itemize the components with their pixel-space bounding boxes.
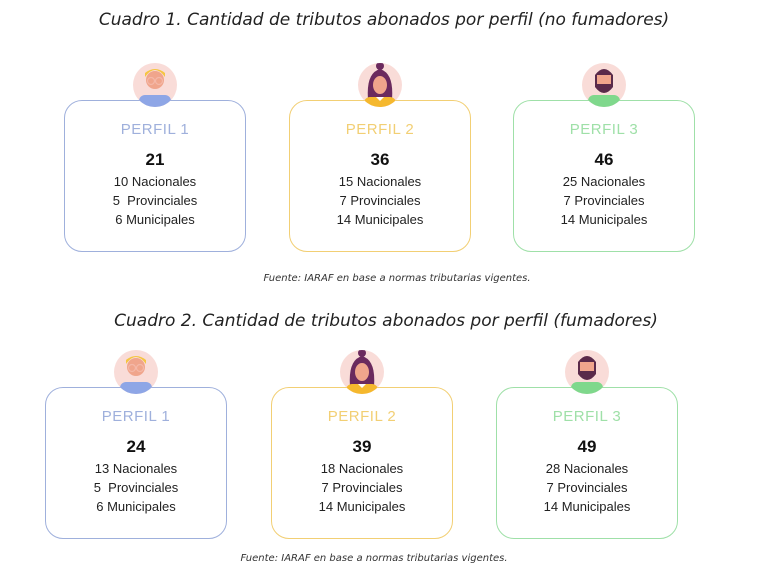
profile-card: PERFIL 1 24 13 Nacionales 5 Provinciales 6… <box>45 350 227 539</box>
profile-name: PERFIL 1 <box>101 408 171 425</box>
table-title: Cuadro 2. Cantidad de tributos abonados … <box>114 311 658 331</box>
profile-name: PERFIL 2 <box>327 408 397 425</box>
profile-name: PERFIL 3 <box>569 121 639 138</box>
profile-card: PERFIL 3 46 25 Nacionales 7 Provinciales 1… <box>513 63 695 252</box>
tax-line: 6 Municipales <box>96 499 176 514</box>
tax-line: 18 Nacionales <box>320 461 404 476</box>
profile-total: 39 <box>352 437 372 456</box>
source-note: Fuente: IARAF en base a normas tributari… <box>263 273 531 284</box>
man-glasses-icon <box>114 350 158 394</box>
tax-line: 7 Provinciales <box>546 480 628 495</box>
profile-name: PERFIL 2 <box>345 121 415 138</box>
profile-total: 36 <box>370 150 390 169</box>
profile-total: 24 <box>126 437 146 456</box>
profile-card: PERFIL 2 39 18 Nacionales 7 Provinciales 1… <box>271 350 453 539</box>
profile-card: PERFIL 3 49 28 Nacionales 7 Provinciales 1… <box>496 350 678 539</box>
tax-line: 5 Provinciales <box>93 480 179 495</box>
tax-line: 5 Provinciales <box>112 193 198 208</box>
tax-line: 14 Municipales <box>336 212 424 227</box>
profile-total: 46 <box>594 150 614 169</box>
bearded-man-icon <box>582 63 626 107</box>
tax-line: 14 Municipales <box>543 499 631 514</box>
tax-line: 7 Provinciales <box>563 193 645 208</box>
bearded-man-icon <box>565 350 609 394</box>
profile-total: 49 <box>577 437 597 456</box>
tax-line: 7 Provinciales <box>339 193 421 208</box>
tax-line: 25 Nacionales <box>562 174 646 189</box>
tax-line: 6 Municipales <box>115 212 195 227</box>
tax-line: 28 Nacionales <box>545 461 629 476</box>
source-note: Fuente: IARAF en base a normas tributari… <box>240 553 508 564</box>
profile-card: PERFIL 1 21 10 Nacionales 5 Provinciales 6… <box>64 63 246 252</box>
tax-line: 7 Provinciales <box>321 480 403 495</box>
woman-icon <box>358 63 402 107</box>
tax-line: 15 Nacionales <box>338 174 422 189</box>
profile-name: PERFIL 3 <box>552 408 622 425</box>
profile-total: 21 <box>145 150 165 169</box>
tax-line: 10 Nacionales <box>113 174 197 189</box>
profile-name: PERFIL 1 <box>120 121 190 138</box>
profile-card: PERFIL 2 36 15 Nacionales 7 Provinciales 1… <box>289 63 471 252</box>
tax-line: 14 Municipales <box>560 212 648 227</box>
man-glasses-icon <box>133 63 177 107</box>
woman-icon <box>340 350 384 394</box>
table-title: Cuadro 1. Cantidad de tributos abonados … <box>98 10 670 30</box>
tax-line: 13 Nacionales <box>94 461 178 476</box>
tax-line: 14 Municipales <box>318 499 406 514</box>
